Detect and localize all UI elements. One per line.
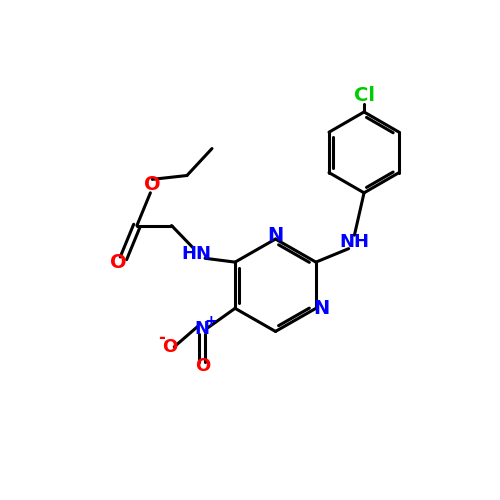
Text: O: O [144, 175, 160, 194]
Text: O: O [194, 357, 210, 375]
Text: O: O [162, 338, 177, 356]
Text: -: - [158, 329, 164, 347]
Text: Cl: Cl [354, 86, 374, 105]
Text: HN: HN [182, 246, 212, 264]
Text: +: + [204, 314, 217, 328]
Text: N: N [314, 299, 330, 318]
Text: O: O [110, 254, 127, 272]
Text: NH: NH [340, 232, 370, 250]
Text: N: N [268, 226, 283, 244]
Text: N: N [195, 320, 210, 338]
